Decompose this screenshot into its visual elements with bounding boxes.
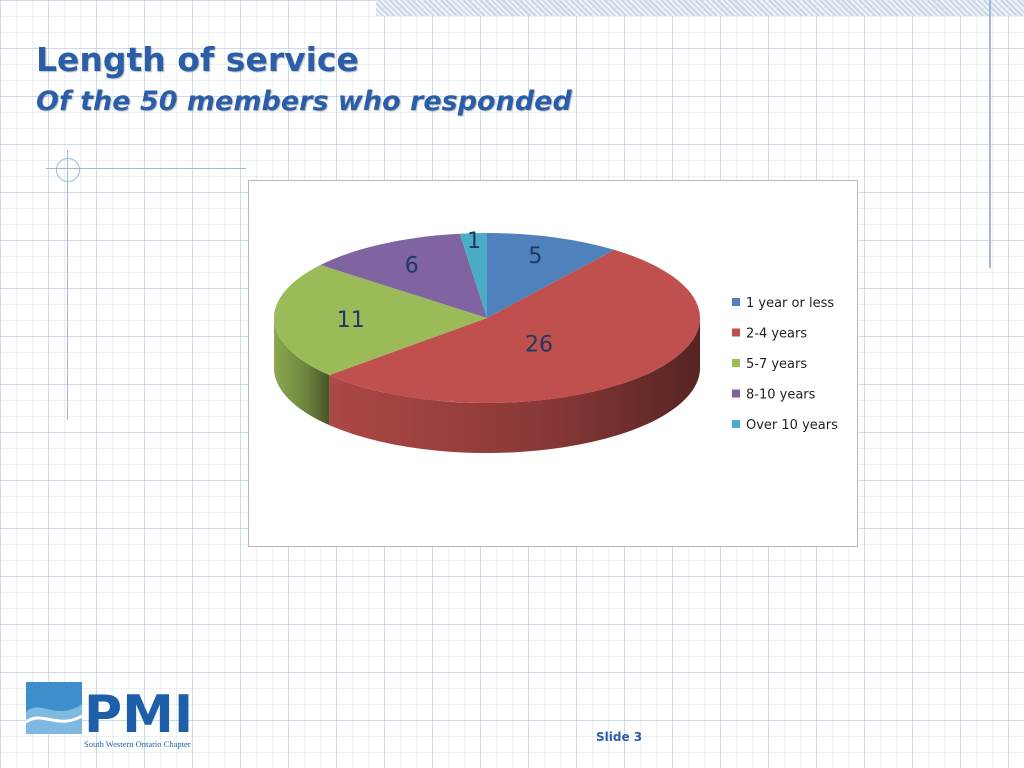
pie-data-labels: 5 26 11 6 1 [337,229,553,358]
slide-number: Slide 3 [596,730,643,744]
legend-label: 8-10 years [746,388,816,403]
slide-subtitle: Of the 50 members who responded [36,86,572,117]
legend-label: 5-7 years [746,357,807,372]
decorative-vertical-line [989,0,991,268]
pie-slice [329,249,701,404]
pie-sides [274,318,700,453]
legend-label: 2-4 years [746,327,807,342]
decorative-horizontal-line [46,168,246,169]
decorative-vertical-line-left [67,150,68,420]
pie-data-label: 26 [525,333,553,358]
pie-data-label: 11 [337,308,365,333]
pie-slices [274,233,701,404]
pie-data-label: 1 [467,229,481,254]
logo-caption: South Western Ontario Chapter [84,739,191,749]
legend-swatch [732,298,740,306]
slide-title: Length of service [36,40,359,79]
legend: 1 year or less 2-4 years 5-7 years 8-10 yea… [732,296,838,433]
pie-data-label: 6 [405,254,419,279]
header-pattern-band [376,0,1024,16]
pie-chart: 5 26 11 6 1 1 year or less 2-4 years 5-7 years… [274,229,838,453]
pie-chart-frame: 5 26 11 6 1 1 year or less 2-4 years 5-7 years… [248,180,858,547]
legend-label: Over 10 years [746,418,838,433]
pie-slice-side-shade [274,318,330,426]
pie-slice-side-shade [329,318,700,453]
pmi-logo: PMI South Western Ontario Chapter [26,682,193,749]
pie-data-label: 5 [528,244,542,269]
logo-text: PMI [84,685,193,745]
legend-label: 1 year or less [746,296,834,311]
pie-slice [459,233,487,318]
crosshair-ornament [56,158,80,182]
legend-swatch [732,389,740,398]
pie-slice [487,233,615,318]
legend-swatch [732,328,740,337]
pie-slice [320,233,487,318]
legend-swatch [732,359,740,367]
legend-swatch [732,420,740,428]
pie-slice [274,265,487,376]
